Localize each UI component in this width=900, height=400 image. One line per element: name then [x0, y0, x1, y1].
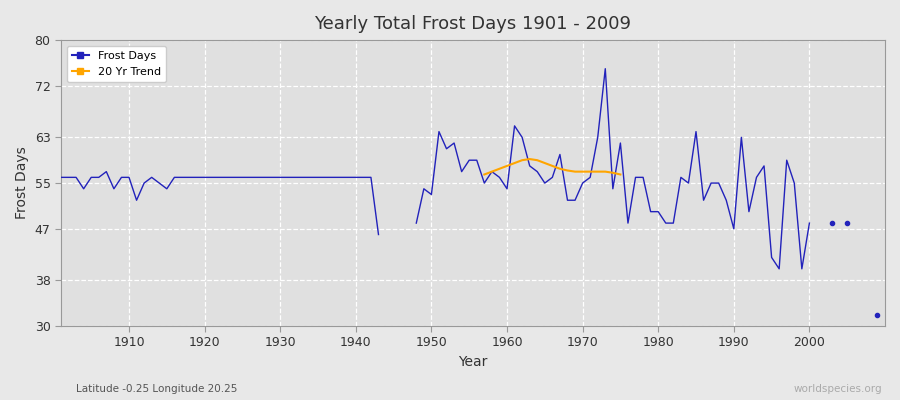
X-axis label: Year: Year: [458, 355, 488, 369]
Y-axis label: Frost Days: Frost Days: [15, 147, 29, 220]
Title: Yearly Total Frost Days 1901 - 2009: Yearly Total Frost Days 1901 - 2009: [314, 15, 632, 33]
Text: Latitude -0.25 Longitude 20.25: Latitude -0.25 Longitude 20.25: [76, 384, 238, 394]
Text: worldspecies.org: worldspecies.org: [794, 384, 882, 394]
Legend: Frost Days, 20 Yr Trend: Frost Days, 20 Yr Trend: [67, 46, 166, 82]
